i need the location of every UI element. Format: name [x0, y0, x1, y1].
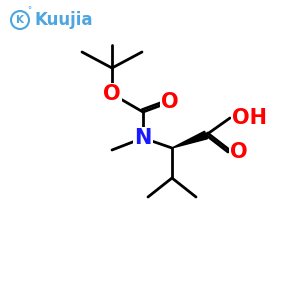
- Text: °: °: [27, 7, 31, 16]
- Text: O: O: [161, 92, 179, 112]
- Text: O: O: [230, 142, 247, 162]
- Text: Kuujia: Kuujia: [34, 11, 92, 29]
- Text: K: K: [16, 15, 24, 25]
- Polygon shape: [172, 131, 207, 148]
- Text: OH: OH: [232, 108, 267, 128]
- Text: N: N: [134, 128, 152, 148]
- Text: O: O: [103, 84, 121, 104]
